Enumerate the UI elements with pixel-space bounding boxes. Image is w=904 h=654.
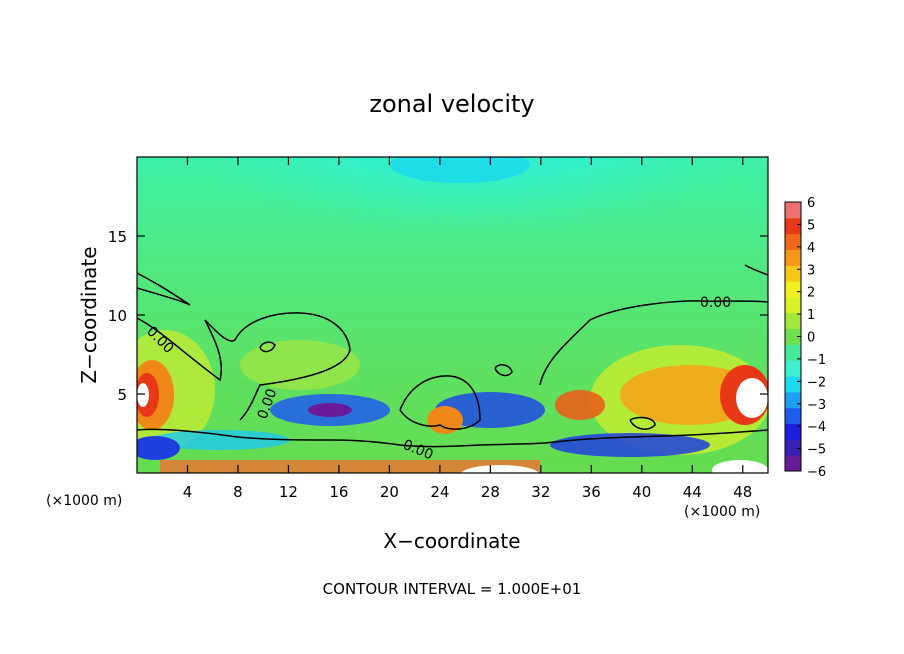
colorbar-swatch <box>785 376 801 393</box>
y-tick-label: 5 <box>117 386 127 404</box>
x-unit-label-right: (×1000 m) <box>684 504 760 520</box>
plot-area: 0.00 0.00 0.00 0.00 <box>137 157 768 473</box>
colorbar-label: −4 <box>807 420 826 435</box>
field-white-bottom2 <box>712 460 768 473</box>
field-yellow-mid <box>240 340 360 390</box>
x-tick-label: 32 <box>531 483 550 501</box>
colorbar-label: −5 <box>807 443 826 458</box>
colorbar-swatch <box>785 360 801 377</box>
field-bottom-strip <box>160 460 540 473</box>
colorbar-label: −6 <box>807 465 826 480</box>
contour-line-lower <box>137 428 768 448</box>
y-tick-label: 15 <box>108 228 127 246</box>
colorbar-swatch <box>785 344 801 361</box>
x-tick-label: 40 <box>632 483 651 501</box>
colorbar: 6 5 4 3 2 1 0 −1 −2 −3 −4 −5 −6 <box>784 196 826 480</box>
colorbar-label: 4 <box>807 241 815 256</box>
x-tick-label: 12 <box>279 483 298 501</box>
colorbar-swatch <box>785 391 801 409</box>
field-orange-mid <box>427 406 463 434</box>
x-tick-label: 8 <box>233 483 243 501</box>
field-cyan-top <box>390 157 530 183</box>
colorbar-swatch <box>785 249 801 266</box>
colorbar-label: 6 <box>807 196 815 211</box>
contour-line-right-upper <box>744 264 768 276</box>
x-tick-label: 28 <box>481 483 500 501</box>
colorbar-swatch <box>785 455 801 472</box>
colorbar-swatch <box>785 281 801 298</box>
x-axis-label: X−coordinate <box>383 529 520 553</box>
colorbar-swatch <box>785 423 801 440</box>
colorbar-label: −3 <box>807 398 826 413</box>
contour-label-right: 0.00 <box>700 295 731 311</box>
colorbar-swatch <box>785 217 801 235</box>
colorbar-swatch <box>785 328 801 345</box>
colorbar-swatch <box>785 407 801 425</box>
x-tick-label: 44 <box>683 483 702 501</box>
colorbar-label: 1 <box>807 308 815 323</box>
colorbar-swatch <box>785 265 801 282</box>
field-cyan-core <box>210 157 730 280</box>
colorbar-swatch <box>785 202 801 219</box>
colorbar-swatch <box>785 296 801 314</box>
contour-line-right <box>539 300 768 386</box>
x-tick-label: 4 <box>183 483 193 501</box>
chart-title: zonal velocity <box>369 90 534 118</box>
field-blue-left <box>137 436 180 460</box>
x-tick-label: 36 <box>582 483 601 501</box>
colorbar-label: 0 <box>807 331 815 346</box>
field-white-right <box>736 378 768 418</box>
x-tick-label: 24 <box>430 483 449 501</box>
x-unit-label-left: (×1000 m) <box>46 493 122 509</box>
field-purple-a <box>308 403 352 417</box>
x-axis: 4 8 12 16 20 24 28 32 36 40 44 48 <box>183 157 752 501</box>
y-axis: 5 10 15 <box>108 228 768 404</box>
contour-line-small-loop2 <box>259 341 276 353</box>
contour-line-mid-lobe <box>399 375 481 430</box>
field-white-left <box>137 383 149 407</box>
colorbar-label: −1 <box>807 353 826 368</box>
field-cyan-low <box>150 430 290 450</box>
contour-line-right-loop <box>629 416 656 430</box>
field-white-bottom <box>460 465 540 473</box>
y-axis-label: Z−coordinate <box>77 246 101 383</box>
colorbar-swatch <box>785 312 801 330</box>
contour-line-small-loop <box>494 364 513 377</box>
colorbar-label: 5 <box>807 218 815 233</box>
x-tick-label: 48 <box>733 483 752 501</box>
contour-interval-note: CONTOUR INTERVAL = 1.000E+01 <box>323 580 582 598</box>
contour-line-left-lobe <box>137 312 351 421</box>
colorbar-swatch <box>785 233 801 250</box>
colorbar-label: 2 <box>807 286 815 301</box>
x-tick-label: 20 <box>380 483 399 501</box>
x-tick-label: 16 <box>329 483 348 501</box>
field-orange-patch <box>555 390 605 420</box>
colorbar-swatch <box>785 439 801 456</box>
colorbar-label: 3 <box>807 263 815 278</box>
contour-line-upper <box>137 272 191 306</box>
colorbar-label: −2 <box>807 375 826 390</box>
y-tick-label: 10 <box>108 307 127 325</box>
